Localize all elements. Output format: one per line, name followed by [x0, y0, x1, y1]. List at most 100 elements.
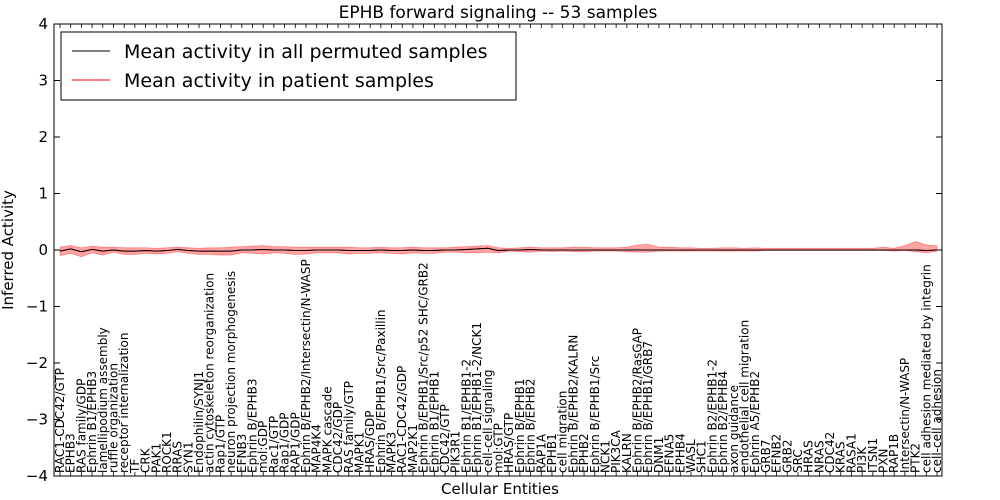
category-label: Ephrin B2/EPHB1-2 — [705, 359, 719, 473]
category-label: CDC42 — [823, 432, 837, 473]
x-axis-label: Cellular Entities — [441, 480, 559, 498]
data-point — [925, 249, 927, 251]
category-label: lamellipodium assembly — [96, 327, 110, 473]
data-point — [519, 249, 521, 251]
category-label: RAS family/GTP — [342, 381, 356, 473]
data-point — [893, 249, 895, 251]
data-point — [348, 249, 350, 251]
data-point — [69, 248, 71, 250]
category-label: DNM1 — [652, 437, 666, 473]
category-label: Ephrin B/EPHB3 — [246, 379, 260, 473]
chart-title: EPHB forward signaling -- 53 samples — [339, 3, 658, 23]
data-point — [176, 248, 178, 250]
data-point — [80, 250, 82, 252]
category-label: cell-cell signaling — [481, 370, 495, 474]
legend: Mean activity in all permuted samples Me… — [60, 31, 517, 101]
y-axis-label: Inferred Activity — [0, 190, 17, 310]
category-label: HRAS/GTP — [502, 413, 516, 473]
category-label: PXN — [877, 449, 891, 473]
data-point — [251, 249, 253, 251]
data-point — [529, 248, 531, 250]
data-point — [283, 249, 285, 251]
data-point — [102, 250, 104, 252]
data-point — [722, 249, 724, 251]
data-point — [369, 249, 371, 251]
patient-range-band — [59, 241, 938, 258]
legend-label-permuted: Mean activity in all permuted samples — [124, 41, 487, 63]
category-label: Ephrin B1/EPHB1-2/NCK1 — [470, 322, 484, 473]
category-label: CRK — [139, 447, 153, 473]
category-label: RAC1-CDC42/GDP — [395, 366, 409, 473]
category-label: EPHB4 — [673, 433, 687, 473]
data-point — [273, 249, 275, 251]
data-point — [861, 249, 863, 251]
data-point — [112, 249, 114, 251]
data-point — [401, 249, 403, 251]
category-label: ruffle organization — [106, 363, 120, 473]
data-point — [850, 249, 852, 251]
data-point — [818, 249, 820, 251]
category-label: SYN1 — [181, 441, 195, 473]
category-label: receptor internalization — [117, 333, 131, 473]
category-label: RAC1-CDC42/GTP — [53, 368, 67, 473]
data-point — [936, 249, 938, 251]
category-label: PIK3CA — [609, 429, 623, 473]
category-label: MAPK3 — [385, 432, 399, 473]
category-label: Ephrin B1/EPHB3 — [85, 371, 99, 473]
data-point — [155, 250, 157, 252]
category-label: actin cytoskeleton reorganization — [203, 273, 217, 473]
category-label: Ephrin B/EPHB1/GRB7 — [641, 341, 655, 473]
data-point — [765, 249, 767, 251]
data-point — [219, 250, 221, 252]
category-label: KRAS — [834, 441, 848, 473]
category-label: PIK3R1 — [449, 431, 463, 473]
data-point — [872, 249, 874, 251]
data-point — [743, 249, 745, 251]
category-label: mol:GTP — [492, 423, 506, 473]
category-label: RAP1B — [887, 434, 901, 473]
data-point — [551, 249, 553, 251]
category-label: PTK2 — [909, 443, 923, 473]
data-point — [390, 249, 392, 251]
category-label: CDC42/GDP — [331, 402, 345, 473]
data-point — [59, 250, 61, 252]
data-point — [807, 249, 809, 251]
data-point — [476, 248, 478, 250]
category-label: Ephrin B1/EPHB1 — [427, 371, 441, 473]
data-point — [540, 249, 542, 251]
data-point — [583, 249, 585, 251]
legend-box — [60, 31, 517, 101]
data-point — [487, 247, 489, 249]
data-point — [679, 249, 681, 251]
data-point — [797, 249, 799, 251]
data-point — [690, 249, 692, 251]
category-label: ITSN1 — [866, 438, 880, 473]
data-point — [636, 249, 638, 251]
category-label: RAS family/GDP — [74, 379, 88, 473]
data-point — [358, 249, 360, 251]
category-label: HRAS — [802, 440, 816, 473]
category-label: HRAS/GDP — [363, 410, 377, 473]
data-point — [380, 249, 382, 251]
data-point — [412, 249, 414, 251]
data-point — [840, 249, 842, 251]
data-point — [262, 248, 264, 250]
category-label: Ephrin B/EPHB2 — [524, 379, 538, 473]
category-label: WASL — [684, 439, 698, 473]
data-point — [444, 249, 446, 251]
category-label: NCK1 — [598, 440, 612, 473]
category-label: RRAS — [171, 441, 185, 473]
data-point — [294, 249, 296, 251]
data-point — [433, 249, 435, 251]
category-label: TF — [128, 459, 142, 474]
y-tick-label: −1 — [26, 298, 48, 316]
category-label: Ephrin B/EPHB1/Src — [588, 356, 602, 473]
data-point — [241, 249, 243, 251]
category-label: RAP1A — [534, 433, 548, 473]
x-axis — [59, 24, 938, 476]
y-tick-label: 2 — [38, 128, 48, 146]
y-tick-label: −4 — [26, 467, 48, 485]
data-point — [187, 249, 189, 251]
category-label: Ephrin B/EPHB2/RasGAP — [631, 328, 645, 473]
category-label: PI3K — [855, 446, 869, 473]
